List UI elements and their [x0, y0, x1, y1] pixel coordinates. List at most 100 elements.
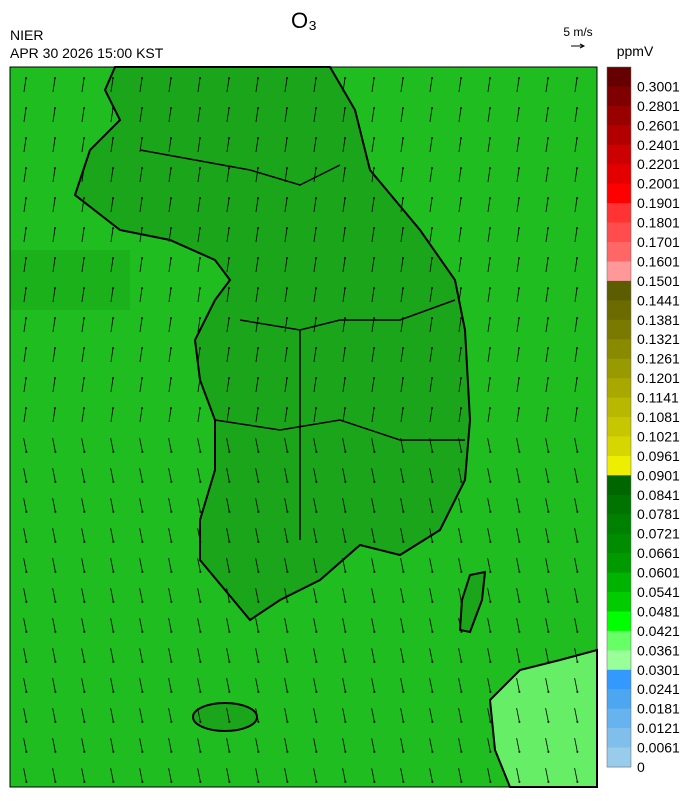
- wind-arrow: [168, 348, 172, 362]
- wind-arrowhead: [431, 690, 434, 693]
- wind-arrowhead: [402, 347, 405, 350]
- wind-arrowhead: [25, 750, 28, 753]
- wind-arrow: [313, 408, 317, 422]
- wind-arrowhead: [315, 287, 318, 290]
- wind-arrow: [139, 768, 143, 782]
- wind-arrow: [458, 678, 462, 692]
- colorbar-box: [607, 747, 631, 768]
- wind-arrow: [313, 78, 317, 92]
- wind-arrow: [574, 348, 578, 362]
- wind-arrowhead: [489, 197, 492, 200]
- wind-arrow: [400, 498, 404, 512]
- wind-arrowhead: [460, 540, 463, 543]
- wind-arrow: [23, 228, 27, 242]
- wind-arrowhead: [257, 600, 260, 603]
- wind-arrow: [342, 648, 346, 662]
- wind-arrow: [52, 78, 56, 92]
- wind-arrow: [110, 198, 114, 212]
- wind-arrow: [139, 168, 143, 182]
- wind-arrow: [342, 438, 346, 452]
- wind-arrowhead: [431, 510, 434, 513]
- wind-arrow: [429, 528, 433, 542]
- wind-arrow: [110, 468, 114, 482]
- wind-arrow: [313, 138, 317, 152]
- wind-arrow: [23, 708, 27, 722]
- wind-arrow: [226, 78, 230, 92]
- wind-arrow: [168, 78, 172, 92]
- wind-arrow: [284, 648, 288, 662]
- wind-arrowhead: [460, 720, 463, 723]
- wind-arrowhead: [54, 407, 57, 410]
- wind-arrowhead: [344, 167, 347, 170]
- wind-arrow: [52, 738, 56, 752]
- wind-arrowhead: [315, 600, 318, 603]
- wind-arrow: [197, 198, 201, 212]
- wind-arrowhead: [257, 540, 260, 543]
- wind-arrowhead: [547, 510, 550, 513]
- wind-arrow: [168, 648, 172, 662]
- wind-arrow: [487, 498, 491, 512]
- wind-arrowhead: [547, 690, 550, 693]
- wind-arrowhead: [402, 407, 405, 410]
- colorbar-label: 0: [637, 759, 645, 775]
- wind-arrow: [574, 78, 578, 92]
- wind-arrow: [226, 108, 230, 122]
- wind-arrowhead: [54, 167, 57, 170]
- wind-arrow: [255, 198, 259, 212]
- wind-arrow: [516, 558, 520, 572]
- wind-arrow: [197, 528, 201, 542]
- wind-arrow: [342, 168, 346, 182]
- wind-arrowhead: [170, 720, 173, 723]
- wind-arrow: [516, 378, 520, 392]
- wind-arrowhead: [141, 257, 144, 260]
- wind-arrowhead: [199, 257, 202, 260]
- wind-arrow: [400, 288, 404, 302]
- colorbar-label: 0.1141: [637, 390, 679, 406]
- wind-arrow: [516, 348, 520, 362]
- wind-arrow: [197, 228, 201, 242]
- wind-arrowhead: [518, 510, 521, 513]
- wind-arrow: [487, 708, 491, 722]
- wind-arrowhead: [576, 480, 579, 483]
- wind-arrow: [139, 738, 143, 752]
- wind-arrowhead: [547, 660, 550, 663]
- wind-arrowhead: [286, 660, 289, 663]
- wind-arrowhead: [576, 450, 579, 453]
- wind-arrowhead: [228, 197, 231, 200]
- colorbar-label: 0.1901: [637, 195, 680, 211]
- wind-arrow: [458, 108, 462, 122]
- wind-arrow: [52, 138, 56, 152]
- wind-arrow: [110, 318, 114, 332]
- wind-arrow: [400, 378, 404, 392]
- wind-arrow: [284, 768, 288, 782]
- wind-arrow: [371, 438, 375, 452]
- wind-arrowhead: [431, 107, 434, 110]
- wind-arrow: [52, 558, 56, 572]
- wind-arrowhead: [83, 77, 86, 80]
- wind-arrowhead: [83, 407, 86, 410]
- wind-arrow: [110, 408, 114, 422]
- wind-arrow: [574, 588, 578, 602]
- wind-arrowhead: [460, 510, 463, 513]
- wind-arrow: [400, 708, 404, 722]
- wind-arrow: [226, 558, 230, 572]
- wind-arrowhead: [489, 167, 492, 170]
- wind-arrow: [400, 258, 404, 272]
- wind-arrowhead: [257, 377, 260, 380]
- wind-arrowhead: [402, 450, 405, 453]
- wind-arrow: [313, 348, 317, 362]
- wind-arrowhead: [112, 317, 115, 320]
- wind-arrow: [313, 168, 317, 182]
- border: [239, 299, 456, 331]
- wind-arrowhead: [141, 780, 144, 783]
- wind-arrowhead: [518, 197, 521, 200]
- wind-arrowhead: [257, 407, 260, 410]
- wind-arrowhead: [576, 630, 579, 633]
- wind-arrow: [23, 738, 27, 752]
- wind-arrowhead: [373, 450, 376, 453]
- shade: [10, 250, 130, 310]
- wind-arrow: [139, 618, 143, 632]
- wind-arrowhead: [83, 480, 86, 483]
- wind-arrow: [342, 618, 346, 632]
